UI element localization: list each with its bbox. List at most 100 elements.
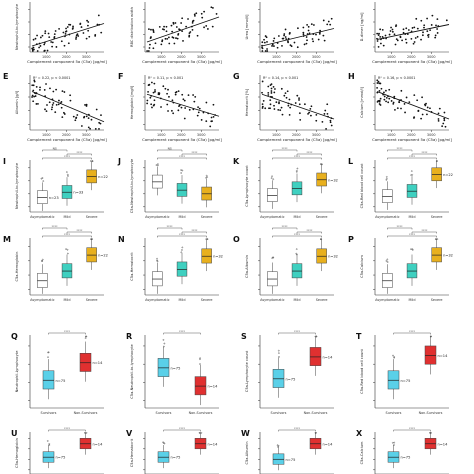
outlier-point [385, 177, 388, 180]
data-point [147, 50, 150, 52]
category-label: Mild [294, 215, 301, 219]
data-point [376, 79, 379, 82]
n-label: n=32 [213, 255, 223, 259]
significance-bracket [278, 332, 316, 335]
significance-label: **** [179, 154, 186, 158]
data-point [379, 42, 382, 45]
data-point [202, 111, 205, 114]
stat-label: R² = 0.16, p < 0.0001 [378, 76, 415, 80]
data-point [65, 30, 68, 33]
data-point [426, 30, 429, 33]
data-point [203, 10, 206, 13]
data-point [310, 23, 313, 26]
outlier-point [42, 180, 45, 182]
outlier-point [163, 442, 166, 445]
panel-letter-U: U [11, 429, 18, 438]
outlier-point [181, 249, 183, 251]
data-point [63, 44, 66, 47]
data-point [201, 16, 204, 19]
significance-bracket [272, 227, 298, 230]
data-point [195, 12, 198, 15]
data-point [294, 102, 297, 104]
n-label: n=32 [328, 178, 338, 182]
n-label: n=75 [171, 366, 181, 370]
data-point [47, 32, 50, 35]
data-point [146, 50, 149, 52]
panel-X: XC5a-Calcium****Survivorsn=75Non-Survivo… [356, 426, 449, 474]
data-point [43, 50, 46, 52]
outlier-point [155, 164, 158, 166]
significance-label: **** [409, 154, 416, 158]
data-point [181, 17, 184, 20]
data-point [307, 25, 310, 28]
data-point [319, 29, 321, 32]
data-point [167, 110, 169, 112]
outlier-point [84, 337, 87, 339]
y-axis-label: C5a-Albumin [245, 255, 249, 278]
data-point [384, 34, 387, 37]
data-point [188, 108, 191, 111]
data-point [90, 118, 93, 121]
y-axis-label: Albumin [g/l] [15, 90, 19, 114]
outlier-point [89, 160, 92, 162]
data-point [437, 119, 440, 122]
significance-label: **** [282, 224, 289, 228]
data-point [273, 108, 276, 110]
data-point [297, 27, 299, 30]
data-point [157, 92, 160, 94]
data-point [205, 120, 208, 123]
data-point [276, 46, 279, 49]
outlier-point [67, 175, 69, 177]
data-point [163, 28, 165, 31]
outlier-point [278, 356, 280, 358]
panel-U: UC5a-Hemoglobin****Survivorsn=75Non-Surv… [11, 426, 104, 474]
y-axis-label: C5a-Hematocrit [130, 252, 134, 281]
data-point [48, 36, 51, 39]
outlier-point [157, 163, 159, 165]
data-point [286, 90, 289, 93]
outlier-point [271, 257, 274, 259]
data-point [87, 24, 89, 27]
significance-label: **** [421, 150, 428, 154]
outlier-point [41, 260, 43, 262]
data-point [31, 94, 34, 97]
data-point [154, 90, 156, 93]
data-point [44, 108, 46, 111]
data-point [51, 104, 54, 106]
data-point [261, 103, 264, 106]
data-point [148, 28, 150, 31]
outlier-point [385, 260, 388, 262]
data-point [188, 34, 191, 37]
data-point [163, 25, 165, 28]
category-label: Asymptomatic [30, 215, 55, 219]
data-point [403, 103, 406, 105]
data-point [263, 41, 266, 44]
data-point [264, 50, 267, 52]
data-point [35, 103, 38, 105]
data-point [33, 79, 36, 82]
data-point [329, 121, 332, 124]
data-point [212, 103, 215, 106]
outlier-point [65, 248, 67, 250]
outlier-point [430, 335, 432, 338]
panel-R: R C5a-Neutrophil-to-lymphocyte **** Survivo… [126, 329, 219, 415]
data-point [391, 30, 394, 33]
data-point [261, 50, 264, 52]
significance-label: **** [294, 154, 301, 158]
data-point [273, 37, 276, 40]
data-point [33, 80, 36, 83]
outlier-point [66, 252, 69, 255]
x-tick-label: 3000 [82, 55, 91, 59]
category-label: Mild [64, 215, 71, 219]
data-point [261, 46, 263, 49]
data-point [436, 18, 439, 20]
data-point [52, 102, 55, 104]
y-axis-label: Hemoglobin [mg/l] [130, 85, 134, 119]
data-point [75, 34, 78, 37]
significance-bracket [387, 235, 437, 238]
data-point [150, 28, 152, 31]
outlier-point [276, 444, 279, 447]
data-point [430, 24, 433, 26]
data-point [62, 31, 65, 34]
